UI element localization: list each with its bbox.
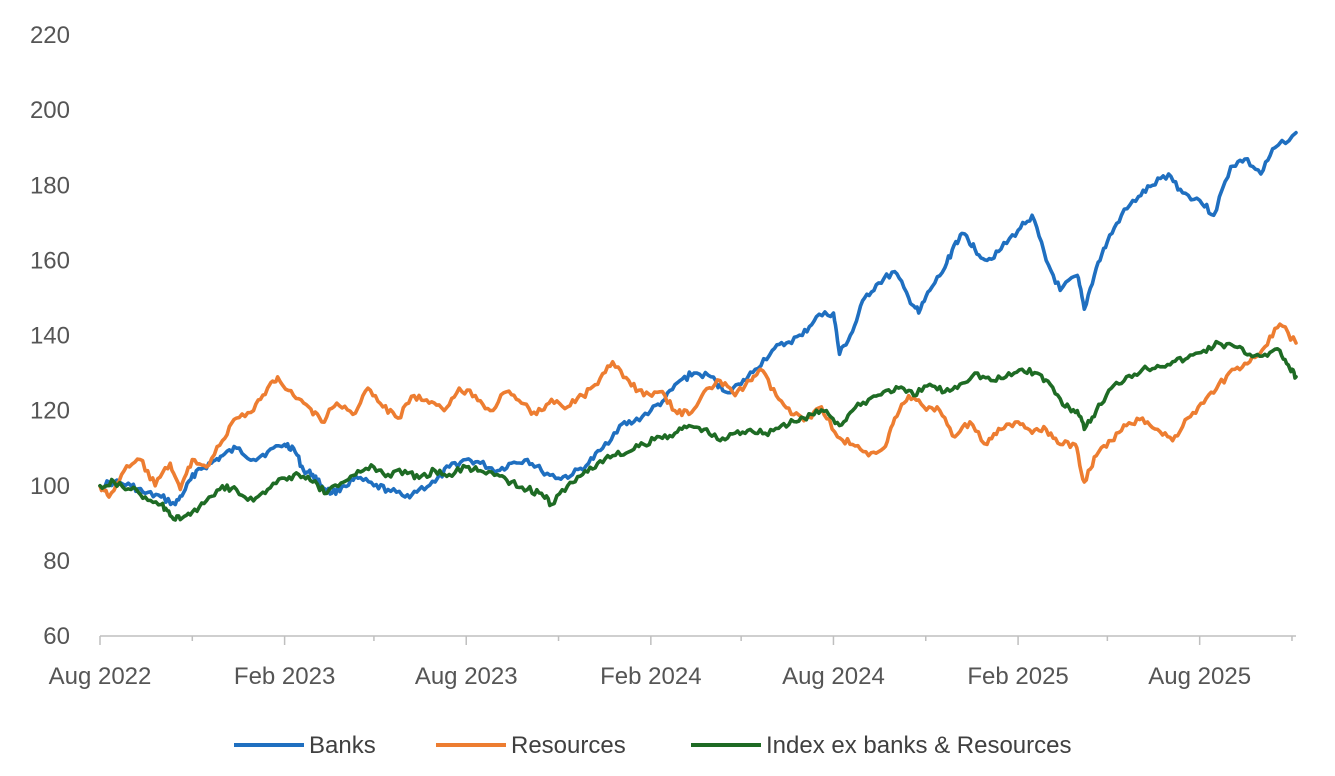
y-tick-label: 80 (43, 548, 70, 575)
y-tick-label: 160 (30, 247, 70, 274)
series-line-banks (98, 130, 1298, 507)
y-axis: 60 80 100 120 140 160 180 200 220 (30, 22, 70, 650)
y-tick-label: 100 (30, 473, 70, 500)
x-tick-label: Feb 2024 (600, 663, 701, 690)
x-tick-label: Feb 2023 (234, 663, 335, 690)
series-line-resources (98, 322, 1298, 499)
y-tick-label: 200 (30, 97, 70, 124)
x-axis: Aug 2022 Feb 2023 Aug 2023 Feb 2024 Aug 2024… (49, 635, 1296, 690)
x-tick-label: Feb 2025 (967, 663, 1068, 690)
y-tick-label: 120 (30, 398, 70, 425)
y-tick-label: 220 (30, 22, 70, 49)
y-tick-label: 60 (43, 623, 70, 650)
legend-label: Banks (309, 732, 376, 759)
series-layer (98, 130, 1298, 522)
x-tick-label: Aug 2022 (49, 663, 152, 690)
legend: Banks Resources Index ex banks & Resources (234, 732, 1072, 759)
x-tick-label: Aug 2025 (1148, 663, 1251, 690)
legend-label: Resources (511, 732, 626, 759)
legend-label: Index ex banks & Resources (766, 732, 1072, 759)
series-line-index-ex-banks-resources (98, 339, 1298, 522)
y-tick-label: 140 (30, 323, 70, 350)
x-tick-label: Aug 2023 (415, 663, 518, 690)
y-tick-label: 180 (30, 172, 70, 199)
x-tick-label: Aug 2024 (782, 663, 885, 690)
